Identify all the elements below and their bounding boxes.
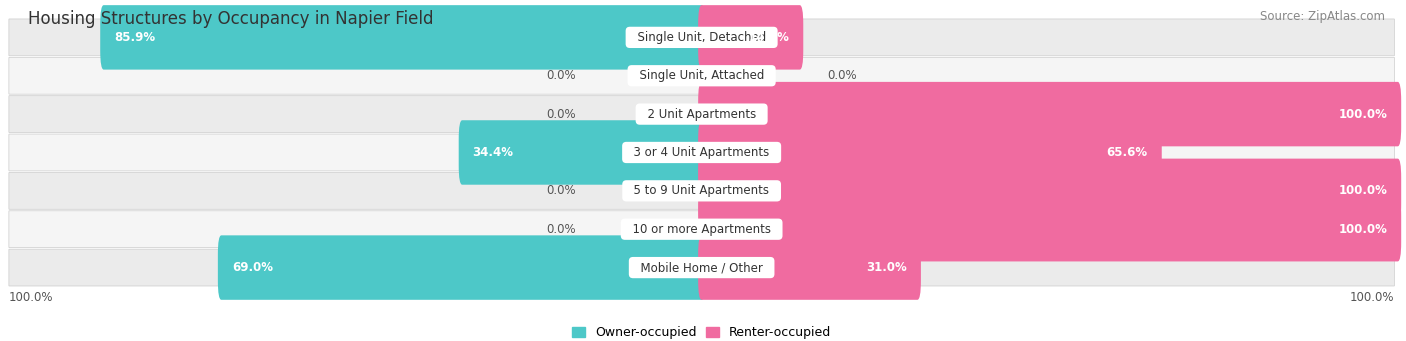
FancyBboxPatch shape [8, 134, 1395, 171]
Text: 3 or 4 Unit Apartments: 3 or 4 Unit Apartments [626, 146, 778, 159]
Text: 0.0%: 0.0% [547, 108, 576, 121]
Text: 34.4%: 34.4% [472, 146, 513, 159]
Text: 85.9%: 85.9% [114, 31, 155, 44]
Text: 100.0%: 100.0% [1339, 184, 1388, 197]
FancyBboxPatch shape [699, 120, 1161, 185]
FancyBboxPatch shape [8, 19, 1395, 56]
FancyBboxPatch shape [699, 5, 803, 70]
FancyBboxPatch shape [458, 120, 706, 185]
Text: 65.6%: 65.6% [1107, 146, 1147, 159]
Text: Single Unit, Attached: Single Unit, Attached [631, 69, 772, 82]
Text: 0.0%: 0.0% [547, 223, 576, 236]
Text: 0.0%: 0.0% [547, 69, 576, 82]
Text: 2 Unit Apartments: 2 Unit Apartments [640, 108, 763, 121]
Text: 31.0%: 31.0% [866, 261, 907, 274]
Text: 100.0%: 100.0% [1339, 223, 1388, 236]
Text: 0.0%: 0.0% [827, 69, 856, 82]
FancyBboxPatch shape [699, 197, 1402, 262]
FancyBboxPatch shape [8, 57, 1395, 94]
FancyBboxPatch shape [699, 159, 1402, 223]
FancyBboxPatch shape [8, 173, 1395, 209]
FancyBboxPatch shape [218, 235, 706, 300]
Text: 100.0%: 100.0% [1350, 291, 1395, 305]
Text: 5 to 9 Unit Apartments: 5 to 9 Unit Apartments [627, 184, 778, 197]
Text: Mobile Home / Other: Mobile Home / Other [633, 261, 770, 274]
FancyBboxPatch shape [8, 249, 1395, 286]
FancyBboxPatch shape [8, 211, 1395, 248]
Text: Single Unit, Detached: Single Unit, Detached [630, 31, 773, 44]
Text: 100.0%: 100.0% [8, 291, 53, 305]
Text: 69.0%: 69.0% [232, 261, 273, 274]
Text: Source: ZipAtlas.com: Source: ZipAtlas.com [1260, 10, 1385, 23]
Text: Housing Structures by Occupancy in Napier Field: Housing Structures by Occupancy in Napie… [28, 10, 433, 28]
Text: 14.1%: 14.1% [748, 31, 789, 44]
FancyBboxPatch shape [8, 96, 1395, 133]
FancyBboxPatch shape [699, 235, 921, 300]
Text: 100.0%: 100.0% [1339, 108, 1388, 121]
Text: 10 or more Apartments: 10 or more Apartments [624, 223, 779, 236]
Legend: Owner-occupied, Renter-occupied: Owner-occupied, Renter-occupied [572, 326, 831, 339]
FancyBboxPatch shape [100, 5, 706, 70]
FancyBboxPatch shape [699, 82, 1402, 146]
Text: 0.0%: 0.0% [547, 184, 576, 197]
